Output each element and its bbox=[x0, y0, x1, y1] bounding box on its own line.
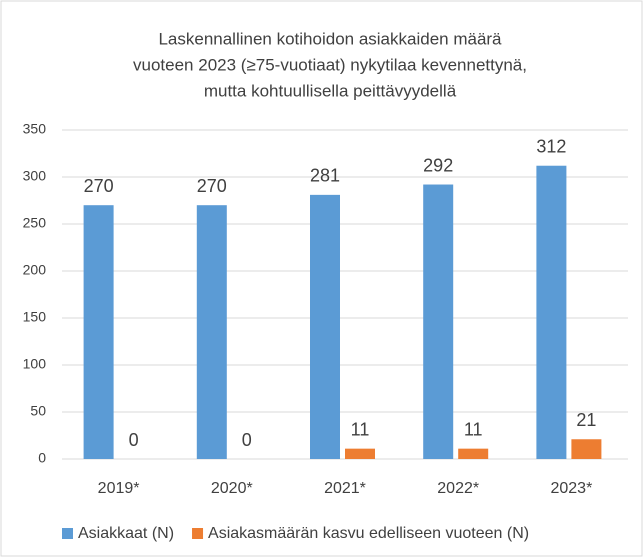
legend-swatch bbox=[192, 528, 204, 539]
bar bbox=[536, 165, 567, 459]
chart-title: vuoteen 2023 (≥75-vuotiaat) nykytilaa ke… bbox=[133, 55, 527, 74]
y-tick-label: 300 bbox=[23, 168, 47, 184]
chart-title: mutta kohtuullisella peittävyydellä bbox=[204, 81, 457, 100]
bar bbox=[423, 184, 454, 459]
bar bbox=[458, 448, 489, 459]
data-label: 11 bbox=[351, 419, 370, 439]
x-tick-label: 2020* bbox=[211, 480, 253, 497]
data-label: 0 bbox=[129, 430, 139, 450]
data-label: 270 bbox=[197, 176, 227, 196]
data-label: 11 bbox=[464, 419, 483, 439]
data-label: 292 bbox=[423, 155, 453, 175]
data-label: 312 bbox=[536, 136, 566, 156]
x-tick-label: 2022* bbox=[437, 480, 479, 497]
data-label: 21 bbox=[576, 410, 596, 430]
chart-title: Laskennallinen kotihoidon asiakkaiden mä… bbox=[158, 29, 502, 48]
y-tick-label: 250 bbox=[23, 215, 47, 231]
legend-label: Asiakkaat (N) bbox=[78, 525, 174, 542]
data-label: 281 bbox=[310, 166, 340, 186]
y-tick-label: 350 bbox=[23, 121, 47, 137]
bar bbox=[571, 439, 602, 459]
bar bbox=[196, 205, 227, 459]
y-tick-label: 150 bbox=[23, 309, 47, 325]
data-label: 270 bbox=[84, 176, 114, 196]
x-tick-label: 2019* bbox=[98, 480, 140, 497]
y-tick-label: 100 bbox=[23, 356, 47, 372]
x-tick-label: 2021* bbox=[324, 480, 366, 497]
legend-label: Asiakasmäärän kasvu edelliseen vuoteen (… bbox=[208, 525, 529, 542]
data-label: 0 bbox=[242, 430, 252, 450]
x-tick-label: 2023* bbox=[550, 480, 592, 497]
bar bbox=[83, 205, 114, 459]
bar bbox=[310, 194, 340, 460]
y-tick-label: 200 bbox=[23, 262, 47, 278]
bar bbox=[345, 448, 375, 459]
y-tick-label: 50 bbox=[30, 403, 46, 419]
y-tick-label: 0 bbox=[38, 450, 46, 466]
legend-swatch bbox=[62, 528, 73, 539]
